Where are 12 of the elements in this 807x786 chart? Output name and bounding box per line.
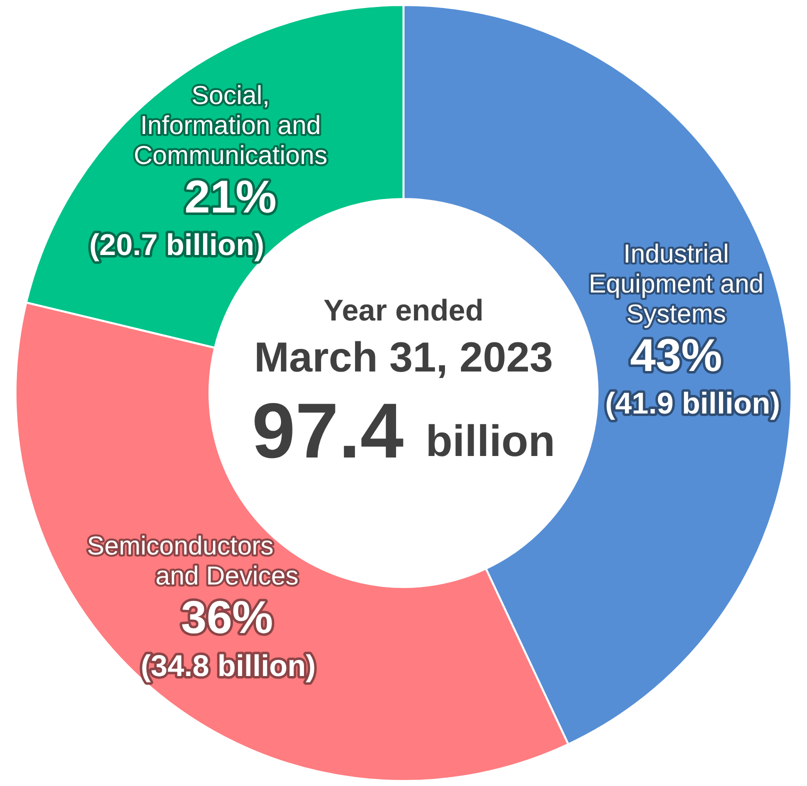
text: Year ended [323,294,484,328]
slice-label: Social, Information and Communications [134,80,328,170]
text: March 31, 2023 [254,334,553,381]
text: 21% [184,170,277,222]
slice-label: Semiconductors and Devices [87,530,299,591]
data-label: (41.9 billion) [605,387,780,420]
slice-label: Industrial Equipment and Systems [588,238,764,328]
data-label: (20.7 billion) [89,228,264,262]
data-label: (34.8 billion) [140,650,316,683]
text: 97.4 billion [252,386,556,475]
text: 43% [630,328,722,381]
text: 36% [180,591,274,644]
